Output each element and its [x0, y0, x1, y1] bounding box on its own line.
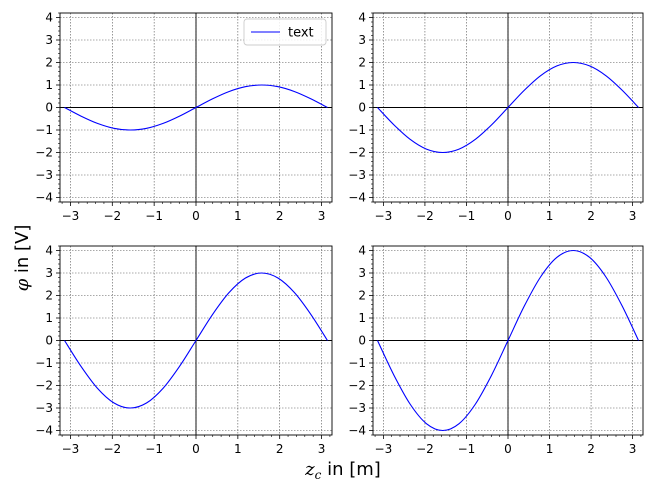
x-tick-label: −3 [62, 442, 80, 456]
x-tick-label: 1 [234, 442, 242, 456]
x-tick-label: 3 [629, 442, 637, 456]
legend-label: text [288, 26, 314, 41]
x-tick-label: 2 [276, 209, 284, 223]
x-tick-label: −1 [145, 442, 163, 456]
y-tick-label: 1 [45, 78, 53, 92]
subplot-3: −3 −2 −1 0 1 2 3 −4 −3 −2 −1 0 1 2 3 4 [35, 244, 333, 456]
y-tick-label: −2 [35, 379, 53, 393]
x-tick-label: −3 [62, 209, 80, 223]
y-tick-label: 4 [45, 244, 53, 258]
y-tick-label: −1 [35, 356, 53, 370]
y-tick-label: −4 [348, 191, 366, 205]
y-tick-label: −2 [35, 146, 53, 160]
x-tick-label: 2 [587, 442, 595, 456]
plot-frame [372, 245, 644, 436]
x-tick-label: −1 [458, 442, 476, 456]
subplot-4: −3 −2 −1 0 1 2 3 −4 −3 −2 −1 0 1 2 3 4 [348, 244, 644, 456]
x-tick-label: 0 [504, 442, 512, 456]
y-tick-label: −3 [348, 401, 366, 415]
x-tick-label: 2 [276, 442, 284, 456]
x-axis-label: zc in [m] [304, 459, 381, 482]
y-tick-label: 0 [358, 101, 366, 115]
series-line [64, 272, 328, 409]
y-tick-label: −3 [348, 168, 366, 182]
y-tick-label: −4 [348, 424, 366, 438]
y-tick-label: 0 [45, 101, 53, 115]
x-axis-label-symbol: z [304, 459, 315, 480]
x-tick-label: 0 [504, 209, 512, 223]
y-tick-label: 1 [45, 311, 53, 325]
x-tick-label: −2 [416, 209, 434, 223]
y-tick-label: 3 [45, 266, 53, 280]
legend: text [243, 18, 327, 46]
x-axis-label-subscript: c [315, 468, 322, 482]
series-line [64, 84, 328, 131]
plot-frame [372, 12, 644, 203]
y-tick-label: 3 [358, 266, 366, 280]
y-tick-label: 0 [45, 334, 53, 348]
x-tick-label: −2 [103, 442, 121, 456]
x-tick-label: 0 [192, 442, 200, 456]
series-line [377, 61, 639, 154]
subplot-2: −3 −2 −1 0 1 2 3 −4 −3 −2 −1 0 1 2 3 4 [348, 11, 644, 223]
y-tick-label: 3 [358, 33, 366, 47]
x-tick-label: 1 [234, 209, 242, 223]
y-tick-label: −3 [35, 168, 53, 182]
y-tick-label: 4 [358, 11, 366, 25]
y-tick-label: 1 [358, 78, 366, 92]
y-axis-label-unit: in [V] [12, 225, 33, 279]
x-tick-label: −1 [145, 209, 163, 223]
y-axis-label: φ in [V] [12, 225, 33, 292]
y-axis-label-symbol: φ [12, 278, 33, 291]
x-tick-label: 3 [629, 209, 637, 223]
y-tick-label: −1 [348, 356, 366, 370]
x-tick-label: −2 [103, 209, 121, 223]
x-tick-label: −2 [416, 442, 434, 456]
y-tick-label: 2 [45, 56, 53, 70]
y-tick-label: 0 [358, 334, 366, 348]
y-tick-label: 2 [358, 56, 366, 70]
x-tick-label: −3 [375, 209, 393, 223]
y-tick-label: 2 [358, 289, 366, 303]
y-tick-label: −1 [348, 123, 366, 137]
y-tick-label: 4 [358, 244, 366, 258]
plot-frame [59, 12, 333, 203]
x-tick-label: 3 [318, 209, 326, 223]
x-tick-label: −3 [375, 442, 393, 456]
plot-frame [59, 245, 333, 436]
x-tick-label: 1 [546, 209, 554, 223]
legend-box [243, 18, 327, 46]
y-tick-label: 4 [45, 11, 53, 25]
x-axis-label-unit: in [m] [321, 459, 380, 480]
x-tick-label: −1 [458, 209, 476, 223]
subplot-1: −3 −2 −1 0 1 2 3 −4 −3 −2 −1 0 1 2 3 4 text [35, 11, 333, 223]
y-tick-label: 2 [45, 289, 53, 303]
x-tick-label: 2 [587, 209, 595, 223]
y-tick-label: −3 [35, 401, 53, 415]
y-tick-label: 3 [45, 33, 53, 47]
y-tick-label: 1 [358, 311, 366, 325]
x-tick-label: 0 [192, 209, 200, 223]
y-tick-label: −2 [348, 379, 366, 393]
series-line [377, 249, 639, 432]
y-tick-label: −1 [35, 123, 53, 137]
y-tick-label: −2 [348, 146, 366, 160]
x-tick-label: 3 [318, 442, 326, 456]
y-tick-label: −4 [35, 191, 53, 205]
x-tick-label: 1 [546, 442, 554, 456]
y-tick-label: −4 [35, 424, 53, 438]
